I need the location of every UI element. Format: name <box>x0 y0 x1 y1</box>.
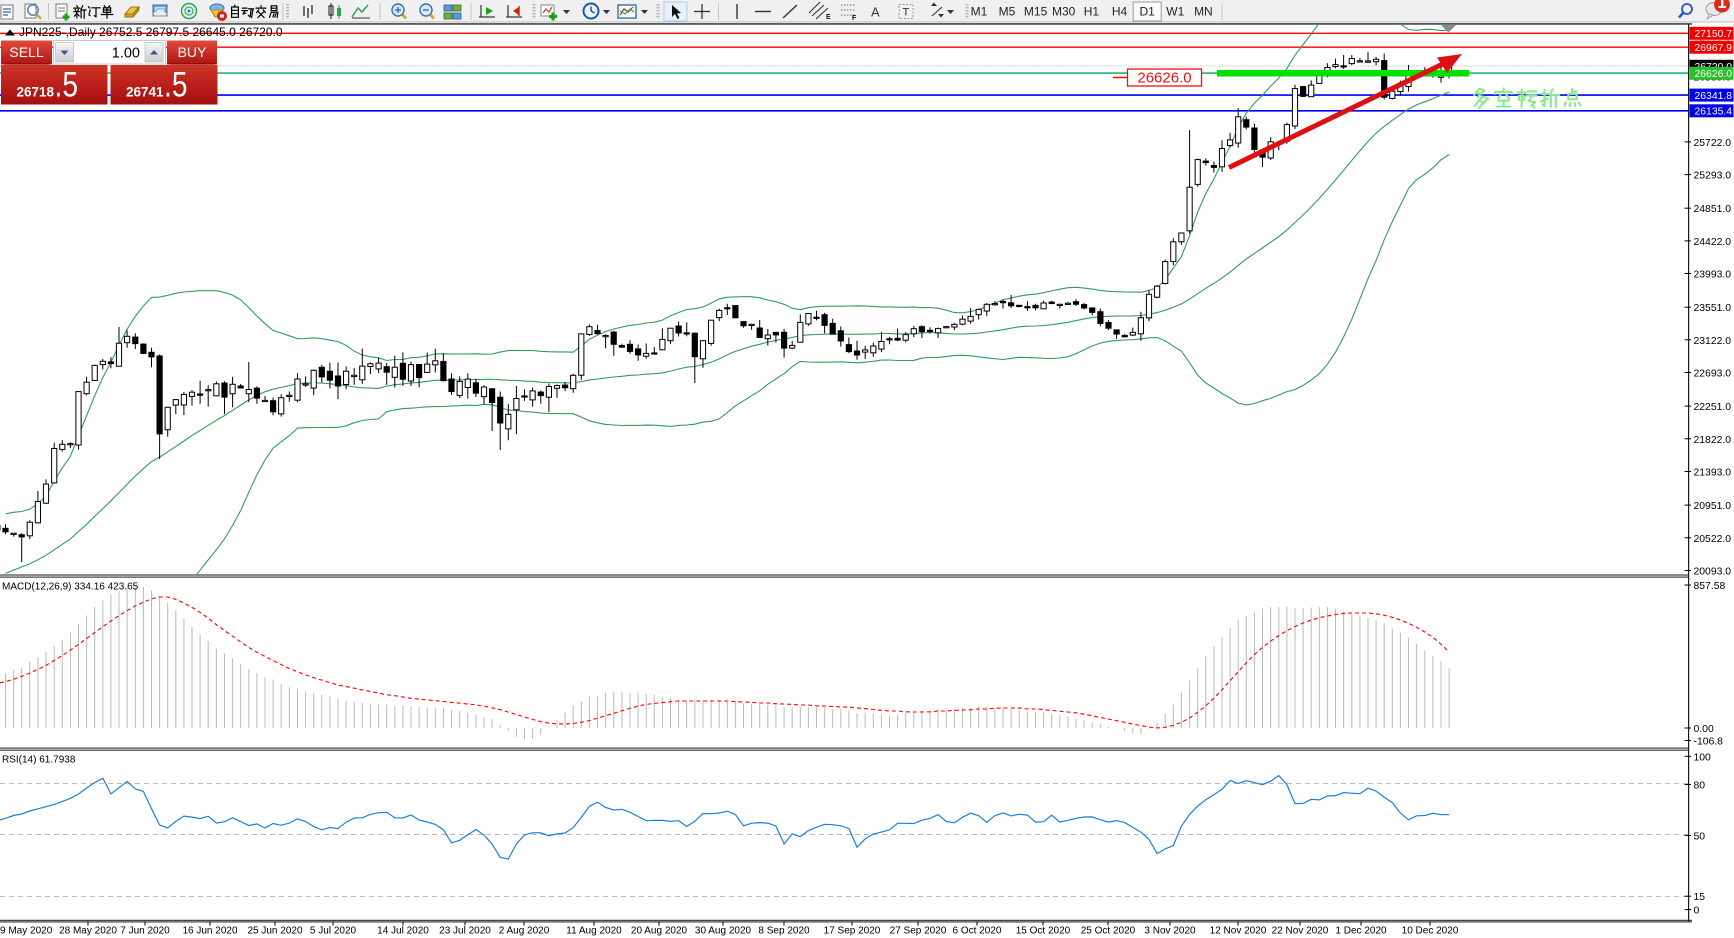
svg-text:9 May 2020: 9 May 2020 <box>0 926 53 937</box>
svg-text:0.00: 0.00 <box>1694 724 1714 735</box>
svg-text:10 Dec 2020: 10 Dec 2020 <box>1402 926 1459 937</box>
svg-text:W1: W1 <box>1166 5 1184 19</box>
svg-text:T: T <box>903 7 910 19</box>
svg-text:24851.0: 24851.0 <box>1694 204 1732 215</box>
svg-text:22251.0: 22251.0 <box>1694 402 1732 413</box>
svg-text:H1: H1 <box>1084 5 1100 19</box>
svg-text:F: F <box>852 15 857 22</box>
svg-text:26626.0: 26626.0 <box>1695 69 1733 80</box>
svg-text:20093.0: 20093.0 <box>1694 567 1732 578</box>
svg-text:7 Jun 2020: 7 Jun 2020 <box>120 926 170 937</box>
svg-text:80: 80 <box>1694 781 1706 792</box>
svg-text:H4: H4 <box>1112 5 1128 19</box>
svg-text:20 Aug 2020: 20 Aug 2020 <box>631 926 688 937</box>
svg-text:A: A <box>871 5 880 20</box>
svg-text:8 Sep 2020: 8 Sep 2020 <box>758 926 810 937</box>
svg-text:26718: 26718 <box>16 85 54 100</box>
svg-text:M5: M5 <box>999 5 1016 19</box>
svg-text:.5: .5 <box>55 66 79 105</box>
svg-text:M30: M30 <box>1052 5 1076 19</box>
svg-text:3 Nov 2020: 3 Nov 2020 <box>1144 926 1196 937</box>
svg-text:21393.0: 21393.0 <box>1694 468 1732 479</box>
svg-text:15 Oct 2020: 15 Oct 2020 <box>1016 926 1071 937</box>
svg-text:M15: M15 <box>1024 5 1048 19</box>
svg-text:5 Jul 2020: 5 Jul 2020 <box>310 926 357 937</box>
svg-text:30 Aug 2020: 30 Aug 2020 <box>695 926 752 937</box>
svg-text:15: 15 <box>1694 892 1706 903</box>
svg-text:16 Jun 2020: 16 Jun 2020 <box>182 926 237 937</box>
svg-text:1 Dec 2020: 1 Dec 2020 <box>1335 926 1387 937</box>
svg-text:23993.0: 23993.0 <box>1694 270 1732 281</box>
svg-text:27 Sep 2020: 27 Sep 2020 <box>890 926 947 937</box>
svg-text:20522.0: 20522.0 <box>1694 534 1732 545</box>
svg-text:22 Nov 2020: 22 Nov 2020 <box>1272 926 1329 937</box>
svg-text:25293.0: 25293.0 <box>1694 171 1732 182</box>
svg-text:17 Sep 2020: 17 Sep 2020 <box>824 926 881 937</box>
svg-text:2 Aug 2020: 2 Aug 2020 <box>499 926 550 937</box>
svg-text:23 Jul 2020: 23 Jul 2020 <box>439 926 491 937</box>
svg-text:BUY: BUY <box>178 44 207 60</box>
svg-text:100: 100 <box>1694 752 1712 763</box>
svg-text:26341.8: 26341.8 <box>1695 91 1733 102</box>
svg-text:20951.0: 20951.0 <box>1694 501 1732 512</box>
svg-text:27150.7: 27150.7 <box>1695 29 1733 40</box>
svg-text:25 Jun 2020: 25 Jun 2020 <box>247 926 302 937</box>
svg-text:26135.4: 26135.4 <box>1695 107 1733 118</box>
svg-text:MN: MN <box>1194 5 1213 19</box>
svg-text:.5: .5 <box>164 66 188 105</box>
svg-text:6 Oct 2020: 6 Oct 2020 <box>953 926 1002 937</box>
svg-text:M1: M1 <box>971 5 988 19</box>
svg-text:28 May 2020: 28 May 2020 <box>59 926 117 937</box>
svg-text:26741: 26741 <box>126 85 164 100</box>
svg-text:50: 50 <box>1694 832 1706 843</box>
svg-text:RSI(14) 61.7938: RSI(14) 61.7938 <box>2 755 76 766</box>
svg-text:25722.0: 25722.0 <box>1694 138 1732 149</box>
svg-text:MACD(12,26,9) 334.16 423.65: MACD(12,26,9) 334.16 423.65 <box>2 582 139 593</box>
svg-text:21822.0: 21822.0 <box>1694 435 1732 446</box>
svg-text:0: 0 <box>1694 906 1700 917</box>
svg-text:-106.8: -106.8 <box>1694 737 1724 748</box>
svg-text:11 Aug 2020: 11 Aug 2020 <box>566 926 622 937</box>
svg-text:12 Nov 2020: 12 Nov 2020 <box>1210 926 1267 937</box>
svg-text:25 Oct 2020: 25 Oct 2020 <box>1081 926 1136 937</box>
svg-text:D1: D1 <box>1140 5 1156 19</box>
svg-text:24422.0: 24422.0 <box>1694 237 1732 248</box>
svg-text:26626.0: 26626.0 <box>1137 70 1191 87</box>
svg-text:1.00: 1.00 <box>112 46 140 62</box>
svg-text:14 Jul 2020: 14 Jul 2020 <box>377 926 429 937</box>
svg-text:26967.9: 26967.9 <box>1695 43 1733 54</box>
svg-text:E: E <box>826 14 831 21</box>
svg-text:SELL: SELL <box>9 44 43 60</box>
svg-text:23551.0: 23551.0 <box>1694 303 1732 314</box>
svg-text:22693.0: 22693.0 <box>1694 369 1732 380</box>
svg-text:857.58: 857.58 <box>1694 581 1726 592</box>
svg-text:JPN225-,Daily 26752.5 26797.5: JPN225-,Daily 26752.5 26797.5 26645.0 26… <box>19 25 283 39</box>
svg-text:23122.0: 23122.0 <box>1694 336 1732 347</box>
